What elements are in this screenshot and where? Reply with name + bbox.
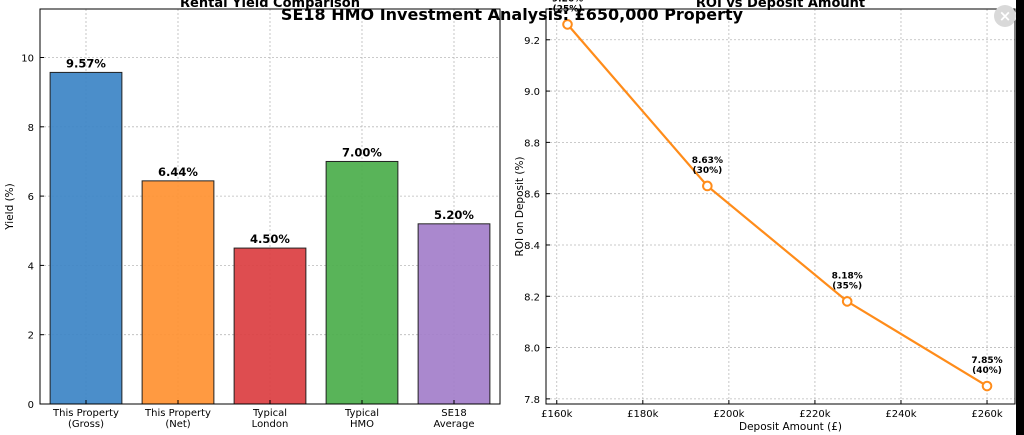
roi-point-annotation-line: 8.18%: [832, 271, 863, 281]
line-plot-area: [546, 9, 1015, 404]
roi-point-annotation-line: (35%): [832, 281, 862, 291]
line-xtick-label: £220k: [799, 409, 830, 420]
bar-ytick-label: 2: [28, 331, 34, 342]
bar-xtick-label-line: (Gross): [68, 419, 104, 430]
line-ytick-label: 7.8: [524, 395, 540, 406]
bar-xtick-label-line: This Property: [144, 408, 211, 419]
bar-xtick-label-line: (Net): [165, 419, 190, 430]
bar-xtick-label-line: SE18: [441, 408, 466, 419]
bar-ytick-label: 10: [21, 54, 34, 65]
line-ytick-label: 8.4: [524, 241, 540, 252]
bar-ytick-label: 0: [28, 400, 34, 411]
roi-data-point: [562, 19, 573, 30]
bar-xtick-label-line: Typical: [344, 408, 379, 419]
line-ytick-label: 8.6: [524, 190, 540, 201]
bar-data-label: 9.57%: [66, 56, 106, 70]
bar-data-label: 7.00%: [342, 145, 382, 159]
roi-point-annotation: 7.85%(40%): [971, 356, 1002, 376]
bar-xtick-label-line: This Property: [52, 408, 119, 419]
bar-data-label: 5.20%: [434, 208, 474, 222]
bar-xtick-label: This Property(Gross): [52, 408, 119, 430]
bar-ytick-label: 6: [28, 192, 34, 203]
roi-point-annotation-line: (40%): [972, 366, 1002, 376]
roi-point-annotation: 8.63%(30%): [692, 156, 723, 176]
roi-series-line: [566, 23, 988, 387]
line-ytick-label: 8.8: [524, 138, 540, 149]
bar-data-label: 6.44%: [158, 165, 198, 179]
bar-y-axis-label: Yield (%): [4, 183, 16, 231]
bar-xtick-label-line: Typical: [252, 408, 287, 419]
close-icon[interactable]: ×: [994, 5, 1016, 27]
roi-data-point: [702, 180, 713, 192]
bar-xtick-label-line: Average: [433, 419, 474, 430]
line-ytick-label: 9.2: [524, 36, 540, 47]
line-xtick-label: £160k: [541, 409, 572, 420]
line-xtick-label: £200k: [713, 409, 744, 420]
window-edge: [1016, 0, 1024, 435]
line-ytick-label: 9.0: [524, 87, 540, 98]
roi-point-annotation: 8.18%(35%): [832, 271, 863, 291]
bar-xtick-label-line: London: [252, 419, 289, 430]
bar: [233, 247, 307, 405]
line-ytick-label: 8.0: [524, 344, 540, 355]
line-y-axis-label: ROI on Deposit (%): [514, 156, 526, 256]
bar-xtick-label-line: HMO: [350, 419, 374, 430]
bar: [49, 71, 123, 405]
bar-xtick-label: This Property(Net): [144, 408, 211, 430]
figure-suptitle: SE18 HMO Investment Analysis: £650,000 P…: [281, 5, 744, 24]
roi-point-annotation-line: 9.26%: [552, 0, 583, 4]
line-xtick-label: £240k: [885, 409, 916, 420]
line-plot-frame: [545, 8, 1016, 405]
bar: [141, 180, 215, 405]
bar: [325, 160, 399, 405]
bar-chart-title: Rental Yield Comparison: [180, 0, 360, 11]
line-chart-title: ROI vs Deposit Amount: [696, 0, 865, 11]
bar-data-label: 4.50%: [250, 232, 290, 246]
roi-point-annotation-line: 8.63%: [692, 156, 723, 166]
roi-data-point: [981, 380, 993, 392]
line-xtick-label: £180k: [627, 409, 658, 420]
bar-ytick-label: 8: [28, 123, 34, 134]
bar-ytick-label: 4: [28, 261, 34, 272]
roi-point-annotation-line: (30%): [692, 166, 722, 176]
line-ytick-label: 8.2: [524, 292, 540, 303]
roi-data-point: [841, 296, 853, 307]
line-x-axis-label: Deposit Amount (£): [739, 421, 842, 433]
roi-point-annotation-line: 7.85%: [971, 356, 1002, 366]
line-xtick-label: £260k: [971, 409, 1002, 420]
bar: [417, 223, 491, 405]
